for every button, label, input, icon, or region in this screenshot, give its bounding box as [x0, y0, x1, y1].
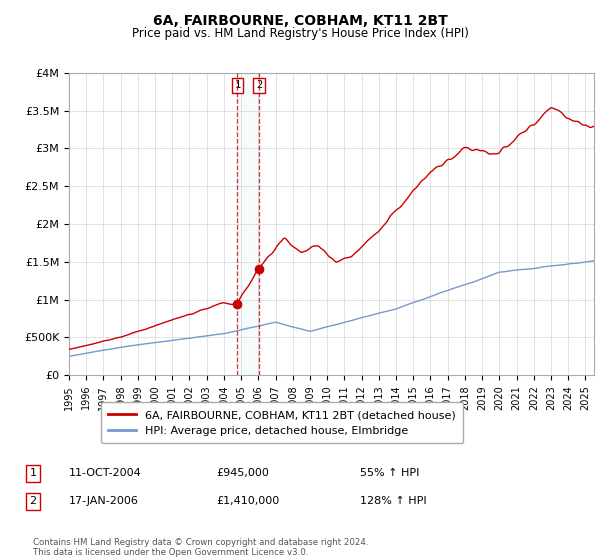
- Text: 6A, FAIRBOURNE, COBHAM, KT11 2BT: 6A, FAIRBOURNE, COBHAM, KT11 2BT: [152, 14, 448, 28]
- Text: 55% ↑ HPI: 55% ↑ HPI: [360, 468, 419, 478]
- Text: 17-JAN-2006: 17-JAN-2006: [69, 496, 139, 506]
- Text: 1: 1: [29, 468, 37, 478]
- Text: 2: 2: [29, 496, 37, 506]
- Text: 128% ↑ HPI: 128% ↑ HPI: [360, 496, 427, 506]
- Text: £945,000: £945,000: [216, 468, 269, 478]
- Text: 2: 2: [256, 80, 262, 90]
- Text: 11-OCT-2004: 11-OCT-2004: [69, 468, 142, 478]
- Legend: 6A, FAIRBOURNE, COBHAM, KT11 2BT (detached house), HPI: Average price, detached : 6A, FAIRBOURNE, COBHAM, KT11 2BT (detach…: [101, 402, 463, 444]
- Text: £1,410,000: £1,410,000: [216, 496, 279, 506]
- Bar: [238, 73, 259, 375]
- Text: 1: 1: [234, 80, 241, 90]
- Text: Contains HM Land Registry data © Crown copyright and database right 2024.
This d: Contains HM Land Registry data © Crown c…: [33, 538, 368, 557]
- Text: Price paid vs. HM Land Registry's House Price Index (HPI): Price paid vs. HM Land Registry's House …: [131, 27, 469, 40]
